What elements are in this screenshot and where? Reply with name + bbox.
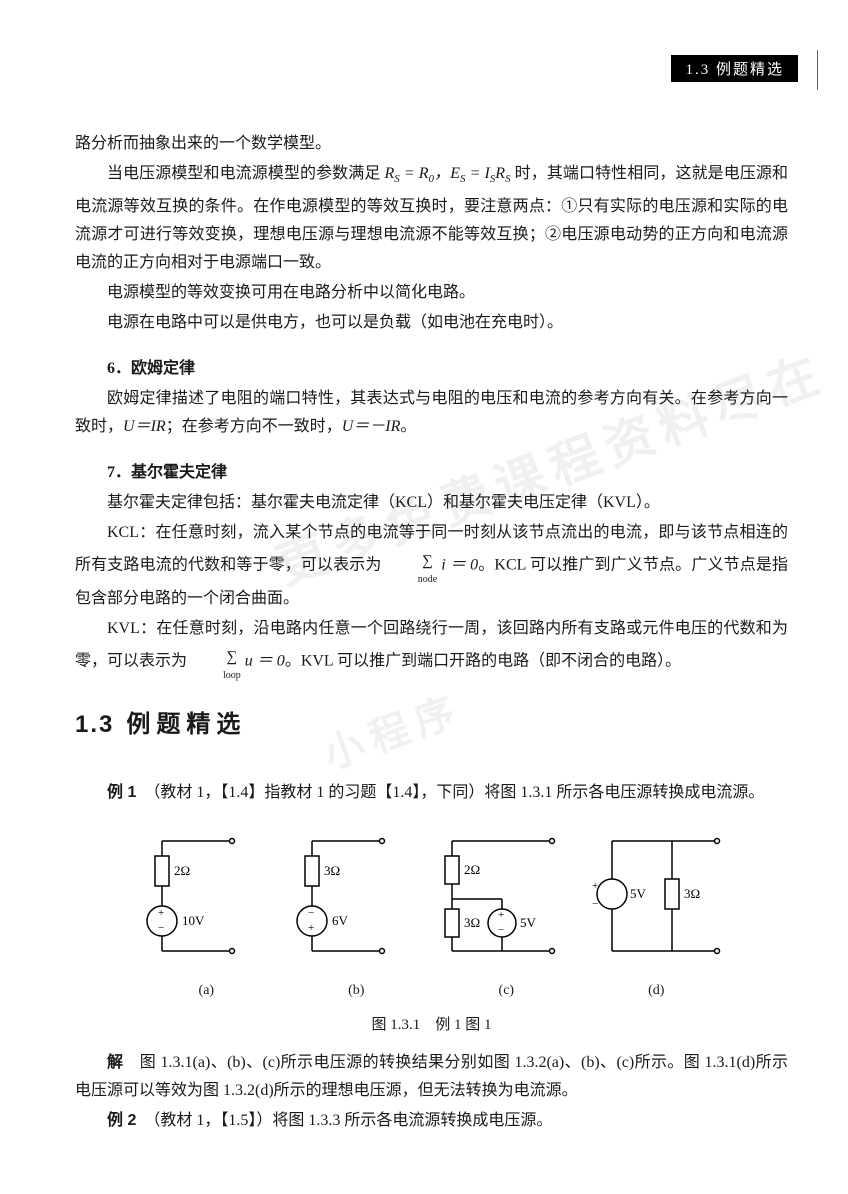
header-vertical-line — [817, 50, 818, 90]
subheading-7: 7．基尔霍夫定律 — [75, 459, 788, 487]
equation-inline: RS = R0，ES = ISRS — [385, 165, 511, 182]
text: ；在参考方向不一致时， — [166, 418, 342, 435]
polarity-d-top: + — [592, 880, 598, 892]
polarity-b-bot: + — [308, 922, 314, 934]
resistor-b-label: 3Ω — [324, 863, 340, 878]
paragraph-continuation: 路分析而抽象出来的一个数学模型。 — [75, 130, 788, 158]
equation-inline: u ＝ 0 — [245, 653, 285, 670]
subheading-6: 6．欧姆定律 — [75, 355, 788, 383]
label-d: (d) — [648, 977, 664, 1005]
summation-icon: ∑node — [386, 547, 437, 585]
solution-label: 解 — [107, 1054, 123, 1071]
voltage-d-label: 5V — [630, 886, 647, 901]
header-section-tab: 1.3 例题精选 — [671, 55, 798, 82]
text: 。KVL 可以推广到端口开路的电路（即不闭合的电路）。 — [285, 653, 681, 670]
circuit-diagram-svg: 2Ω + − 10V 3Ω − + 6V — [122, 821, 742, 971]
voltage-b-label: 6V — [332, 913, 349, 928]
paragraph-kirchhoff: 基尔霍夫定律包括：基尔霍夫电流定律（KCL）和基尔霍夫电压定律（KVL）。 — [75, 489, 788, 517]
polarity-a-top: + — [158, 907, 164, 919]
solution-text: 图 1.3.1(a)、(b)、(c)所示电压源的转换结果分别如图 1.3.2(a… — [75, 1054, 788, 1099]
polarity-d-bot: − — [592, 898, 598, 910]
polarity-a-bot: − — [158, 922, 164, 934]
example-label: 例 2 — [107, 1112, 136, 1129]
section-title-text: 例题精选 — [126, 711, 246, 738]
summation-icon: ∑loop — [191, 643, 241, 681]
text: 。 — [400, 418, 416, 435]
paragraph-equivalence: 当电压源模型和电流源模型的参数满足 RS = R0，ES = ISRS 时，其端… — [75, 160, 788, 277]
example-label: 例 1 — [107, 784, 136, 801]
equation-inline: U＝IR — [123, 418, 166, 435]
polarity-c-top: + — [498, 909, 504, 921]
paragraph-load: 电源在电路中可以是供电方，也可以是负载（如电池在充电时）。 — [75, 309, 788, 337]
example-1: 例 1 （教材 1，【1.4】指教材 1 的习题【1.4】，下同）将图 1.3.… — [75, 779, 788, 807]
text: 当电压源模型和电流源模型的参数满足 — [107, 165, 385, 182]
figure-caption: 图 1.3.1 例 1 图 1 — [75, 1011, 788, 1039]
example-text: （教材 1，【1.4】指教材 1 的习题【1.4】，下同）将图 1.3.1 所示… — [152, 784, 764, 801]
paragraph-simplify: 电源模型的等效变换可用在电路分析中以简化电路。 — [75, 279, 788, 307]
label-c: (c) — [499, 977, 515, 1005]
resistor-d-label: 3Ω — [684, 886, 700, 901]
section-number: 1.3 — [75, 711, 114, 738]
equation-inline: U＝－IR — [342, 418, 401, 435]
paragraph-kvl: KVL：在任意时刻，沿电路内任意一个回路绕行一周，该回路内所有支路或元件电压的代… — [75, 615, 788, 681]
voltage-c-label: 5V — [520, 915, 537, 930]
page-content: 路分析而抽象出来的一个数学模型。 当电压源模型和电流源模型的参数满足 RS = … — [75, 130, 788, 1137]
label-a: (a) — [199, 977, 215, 1005]
solution-paragraph: 解 图 1.3.1(a)、(b)、(c)所示电压源的转换结果分别如图 1.3.2… — [75, 1049, 788, 1105]
paragraph-kcl: KCL：在任意时刻，流入某个节点的电流等于同一时刻从该节点流出的电流，即与该节点… — [75, 519, 788, 613]
polarity-c-bot: − — [498, 924, 504, 936]
resistor-c2-label: 3Ω — [464, 915, 480, 930]
figure-sublabels: (a) (b) (c) (d) — [132, 977, 732, 1005]
resistor-c1-label: 2Ω — [464, 862, 480, 877]
resistor-a-label: 2Ω — [174, 863, 190, 878]
equation-inline: i ＝ 0 — [441, 557, 478, 574]
example-2: 例 2 （教材 1，【1.5】）将图 1.3.3 所示各电流源转换成电压源。 — [75, 1107, 788, 1135]
paragraph-ohm: 欧姆定律描述了电阻的端口特性，其表达式与电阻的电压和电流的参考方向有关。在参考方… — [75, 385, 788, 441]
example-text: （教材 1，【1.5】）将图 1.3.3 所示各电流源转换成电压源。 — [152, 1112, 552, 1129]
label-b: (b) — [348, 977, 364, 1005]
voltage-a-label: 10V — [182, 913, 205, 928]
figure-circuits: 2Ω + − 10V 3Ω − + 6V — [75, 821, 788, 1039]
polarity-b-top: − — [308, 907, 314, 919]
section-heading: 1.3 例题精选 — [75, 711, 788, 739]
